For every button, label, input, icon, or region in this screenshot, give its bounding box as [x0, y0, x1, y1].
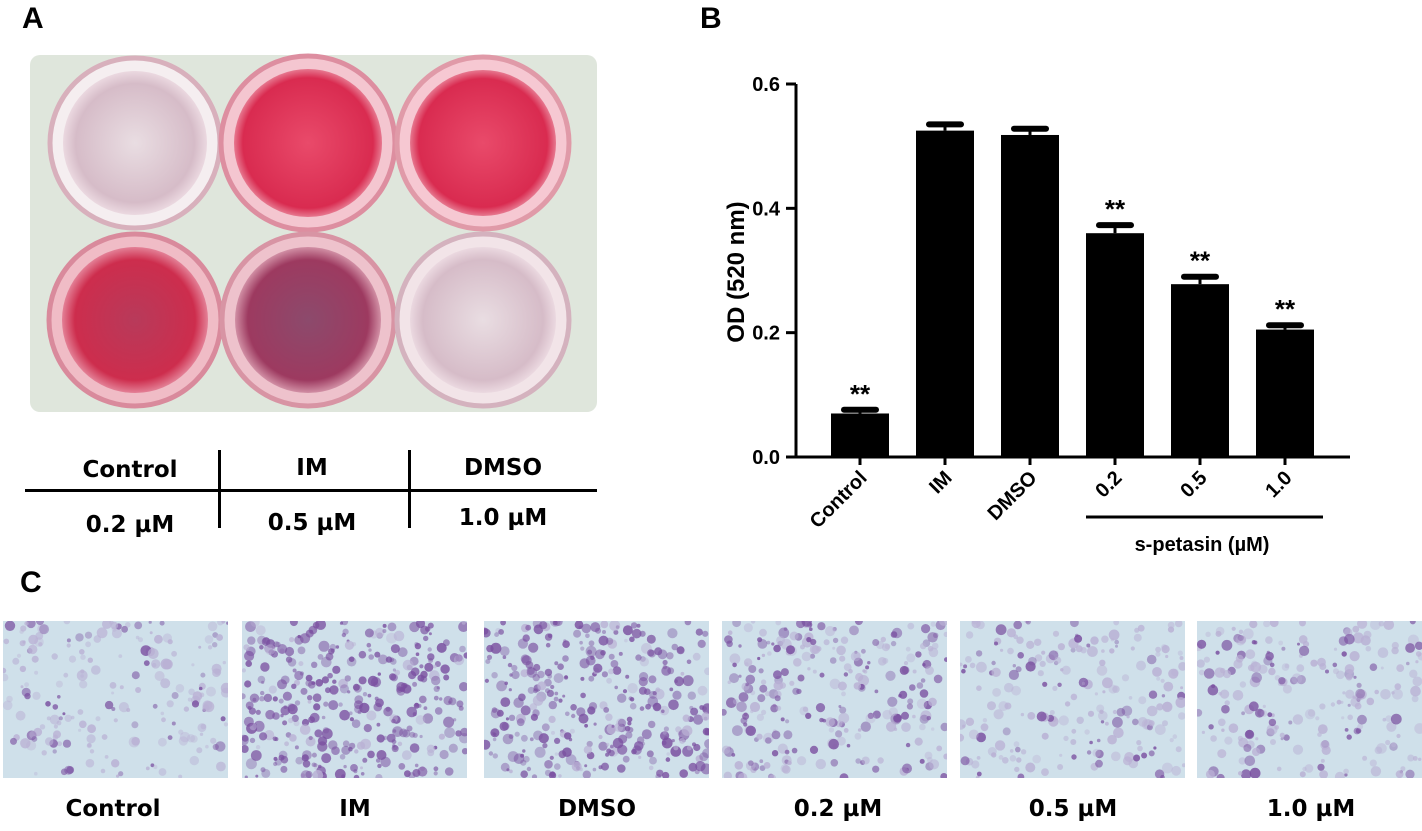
- panel-letter-a: A: [22, 2, 44, 35]
- significance-marker: **: [850, 379, 871, 409]
- micrograph-label-2: IM: [339, 796, 371, 822]
- bar-im: [916, 130, 974, 457]
- y-tick-label: 0.2: [752, 323, 780, 345]
- plate-table-vline-1: [218, 450, 221, 528]
- well-1-0: [394, 231, 572, 409]
- plate-table-row2-col2: 0.5 µM: [267, 510, 357, 536]
- micrograph-1: [3, 621, 228, 778]
- micrograph-label-1: Control: [65, 796, 161, 822]
- plate-table-row2-col1: 0.2 µM: [85, 512, 175, 538]
- micrograph-label-4: 0.2 µM: [793, 796, 883, 822]
- micrograph-label-6: 1.0 µM: [1266, 796, 1356, 822]
- x-tick-label: 0.5: [1176, 467, 1211, 502]
- micrograph-label-3: DMSO: [557, 796, 637, 822]
- micrograph-4: [722, 621, 947, 778]
- bar-1-0: [1256, 329, 1314, 457]
- y-tick-label: 0.0: [752, 447, 780, 469]
- panel-letter-c: C: [20, 566, 42, 599]
- plate-table-row1-col1: Control: [82, 457, 178, 483]
- micrograph-5: [960, 621, 1185, 778]
- y-tick-label: 0.6: [752, 74, 780, 96]
- x-tick-label: 1.0: [1261, 467, 1296, 502]
- plate-table-row2-col3: 1.0 µM: [458, 505, 548, 531]
- x-tick-label: IM: [925, 467, 956, 498]
- panel-letter-b: B: [700, 2, 722, 35]
- micrograph-2: [242, 621, 467, 778]
- bar-0-2: [1086, 233, 1144, 457]
- group-bracket-label: s-petasin (µM): [1135, 534, 1270, 556]
- plate-table-vline-2: [408, 450, 411, 528]
- micrograph-3: [484, 621, 709, 778]
- y-axis-label: OD (520 nm): [723, 201, 750, 342]
- bar-0-5: [1171, 284, 1229, 457]
- x-tick-label: DMSO: [984, 467, 1042, 525]
- bar-dmso: [1001, 134, 1059, 457]
- well-0-5: [219, 231, 397, 409]
- well-control: [47, 55, 223, 231]
- micrograph-6: [1197, 621, 1422, 778]
- x-tick-label: 0.2: [1091, 467, 1126, 502]
- y-tick-label: 0.4: [752, 198, 781, 220]
- plate-table-hline: [25, 489, 597, 492]
- significance-marker: **: [1105, 194, 1126, 224]
- significance-marker: **: [1275, 294, 1296, 324]
- plate-table-row1-col2: IM: [296, 455, 328, 481]
- significance-marker: **: [1190, 246, 1211, 276]
- well-dmso: [394, 54, 572, 232]
- plate-table-row1-col3: DMSO: [463, 455, 543, 481]
- x-tick-label: Control: [806, 467, 872, 533]
- bar-control: [831, 413, 889, 457]
- micrograph-label-5: 0.5 µM: [1028, 796, 1118, 822]
